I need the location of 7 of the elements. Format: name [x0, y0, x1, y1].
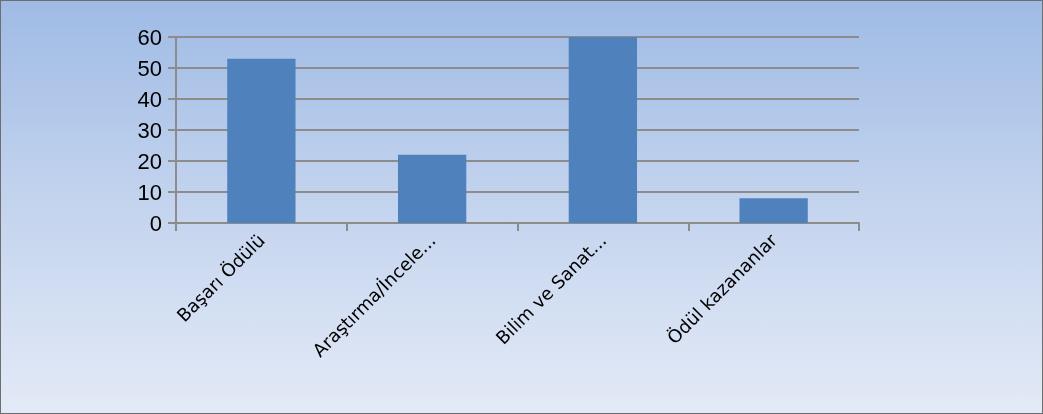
y-tick-label: 20 [137, 148, 162, 174]
y-tick-label: 0 [149, 210, 162, 236]
y-tick-label: 50 [137, 55, 162, 81]
y-tick-label: 40 [137, 86, 162, 112]
y-tick-label: 10 [137, 179, 162, 205]
y-tick-label: 60 [137, 24, 162, 50]
y-tick-label: 30 [137, 117, 162, 143]
